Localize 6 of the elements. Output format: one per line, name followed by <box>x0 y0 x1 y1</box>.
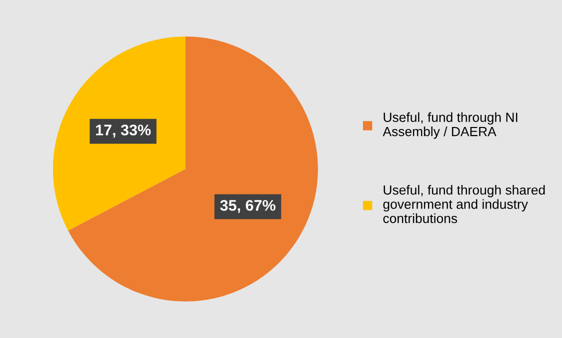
legend-label: Useful, fund through NI Assembly / DAERA <box>382 112 518 139</box>
data-label: 35, 67% <box>220 200 276 214</box>
legend-label: Useful, fund through shared government and industry contributions <box>383 184 545 224</box>
pie-slice <box>52 36 186 231</box>
pie-slice <box>68 36 318 302</box>
data-label: 17, 33% <box>96 124 151 138</box>
